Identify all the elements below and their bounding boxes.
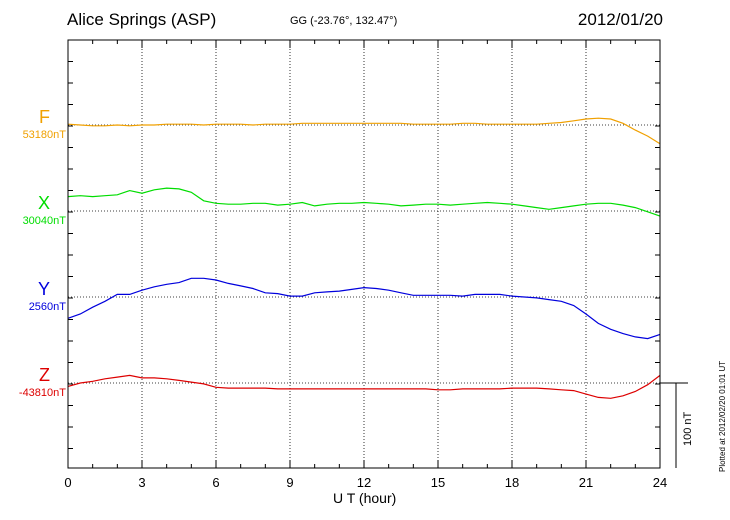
x-tick-label: 21 xyxy=(578,475,594,490)
x-tick-label: 9 xyxy=(286,475,294,490)
x-tick-label: 0 xyxy=(64,475,72,490)
series-line-y xyxy=(67,277,661,340)
axis-ticks xyxy=(67,40,661,468)
x-axis-label: U T (hour) xyxy=(333,490,397,506)
scale-bar xyxy=(660,382,688,468)
x-tick-label: 12 xyxy=(356,475,372,490)
series-line-z xyxy=(67,374,661,399)
station-title: Alice Springs (ASP) xyxy=(67,10,217,29)
series-curves xyxy=(67,117,661,399)
series-baseline-z: -43810nT xyxy=(18,387,66,399)
station-coordinates: GG (-23.76°, 132.47°) xyxy=(290,15,398,27)
series-name-y: Y xyxy=(37,279,50,299)
scale-bar-label: 100 nT xyxy=(682,411,694,446)
chart-date: 2012/01/20 xyxy=(577,10,663,29)
series-name-x: X xyxy=(37,193,50,213)
x-tick-label: 15 xyxy=(430,475,446,490)
x-tick-label: 24 xyxy=(652,475,668,490)
x-tick-label: 6 xyxy=(212,475,220,490)
series-line-x xyxy=(67,187,661,217)
grid-lines xyxy=(68,40,660,468)
plotted-timestamp: Plotted at 2012/02/20 01:01 UT xyxy=(718,360,727,472)
series-baseline-f: 53180nT xyxy=(22,129,66,141)
series-baseline-x: 30040nT xyxy=(22,215,66,227)
series-baseline-y: 2560nT xyxy=(28,301,66,313)
x-tick-label: 3 xyxy=(138,475,146,490)
series-name-f: F xyxy=(39,107,50,127)
series-line-f xyxy=(67,117,661,145)
series-name-z: Z xyxy=(39,365,50,385)
x-tick-label: 18 xyxy=(504,475,520,490)
